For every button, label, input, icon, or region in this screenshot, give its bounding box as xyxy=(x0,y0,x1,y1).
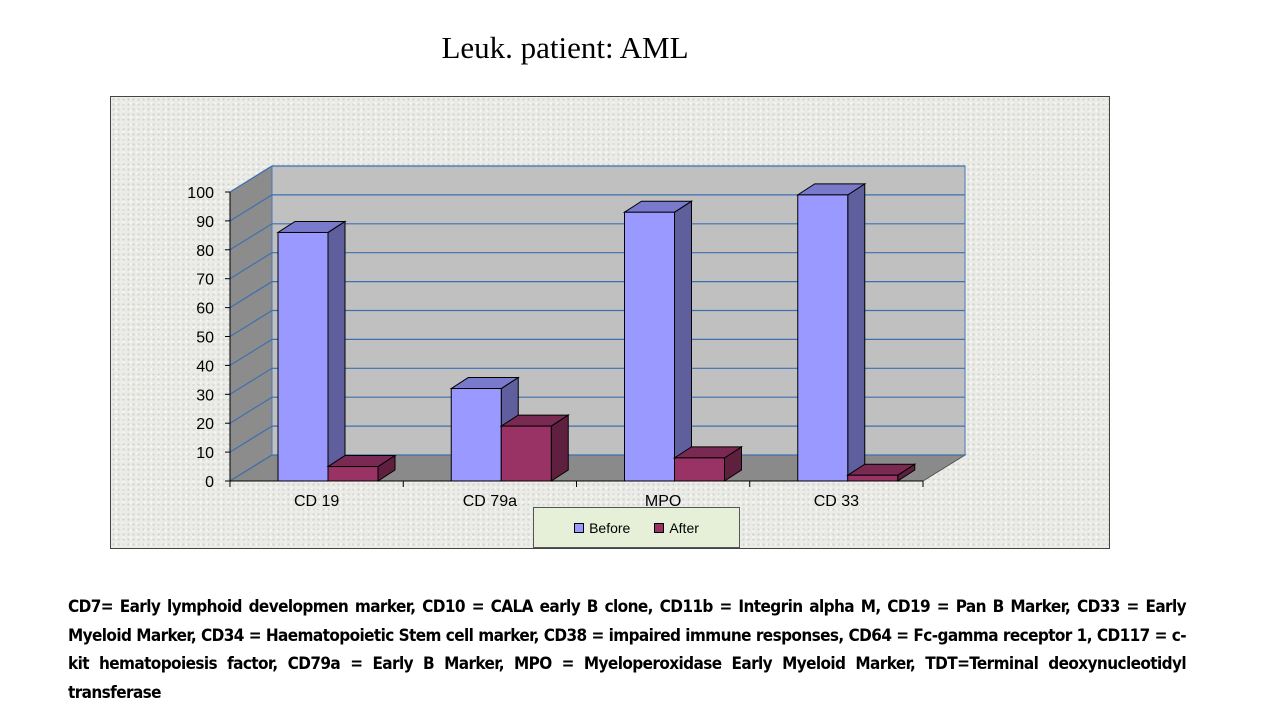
chart-bars xyxy=(276,182,917,482)
chart-gridlines xyxy=(229,165,965,482)
bar-front xyxy=(624,211,675,482)
y-tick-label: 40 xyxy=(196,358,214,375)
legend-item-before: Before xyxy=(574,520,630,536)
bar-front xyxy=(450,388,502,482)
bar-front xyxy=(277,231,329,482)
legend-item-after: After xyxy=(654,520,699,536)
legend-swatch-before xyxy=(574,522,585,533)
x-tick-label: CD 33 xyxy=(814,493,859,510)
y-tick-label: 60 xyxy=(196,301,214,318)
gridline xyxy=(229,223,965,251)
y-tick-label: 20 xyxy=(196,416,214,433)
y-tick-label: 100 xyxy=(187,185,214,202)
y-tick-label: 50 xyxy=(196,330,214,347)
bar-side xyxy=(327,220,346,482)
bar-after xyxy=(499,414,570,482)
gridline xyxy=(229,396,965,424)
chart-legend: Before After xyxy=(533,507,740,548)
y-tick-label: 80 xyxy=(196,243,214,260)
gridline xyxy=(229,252,965,280)
bar-before xyxy=(622,200,694,482)
bar-after xyxy=(326,454,397,482)
marker-definitions-footnote: CD7= Early lymphoid developmen marker, C… xyxy=(68,597,1187,703)
legend-label-after: After xyxy=(669,519,699,536)
y-tick-label: 90 xyxy=(196,214,214,231)
bar-front xyxy=(500,425,552,482)
gridline xyxy=(229,425,965,453)
slide-title: Leuk. patient: AML xyxy=(441,30,689,65)
gridline xyxy=(229,165,965,193)
bar-before xyxy=(276,220,347,482)
y-tick-label: 30 xyxy=(196,387,214,404)
gridline xyxy=(229,367,965,395)
legend-swatch-after xyxy=(654,522,665,533)
bar-front xyxy=(797,194,849,482)
bar-front xyxy=(847,474,899,482)
gridline xyxy=(229,281,965,309)
bar-after xyxy=(672,445,744,482)
bar-front xyxy=(327,466,379,482)
gridline xyxy=(229,309,965,338)
bar-before xyxy=(796,182,867,482)
y-tick-label: 0 xyxy=(205,474,214,491)
gridline xyxy=(229,338,965,366)
bar-front xyxy=(674,457,725,482)
bar-before xyxy=(449,376,520,482)
y-tick-label: 10 xyxy=(196,445,214,462)
legend-label-before: Before xyxy=(589,519,631,536)
bar-side xyxy=(847,182,866,482)
x-tick-label: MPO xyxy=(645,493,681,510)
x-tick-label: CD 79a xyxy=(463,493,517,510)
bar-after xyxy=(846,463,917,482)
x-tick-label: CD 19 xyxy=(294,493,339,510)
y-tick-label: 70 xyxy=(196,272,214,289)
bar-side xyxy=(674,200,692,482)
chart-tick-labels: 0 10 20 30 40 50 60 70 80 90 100 CD 19 CD 79a MPO CD 3… xyxy=(187,185,859,510)
gridline xyxy=(229,194,965,222)
